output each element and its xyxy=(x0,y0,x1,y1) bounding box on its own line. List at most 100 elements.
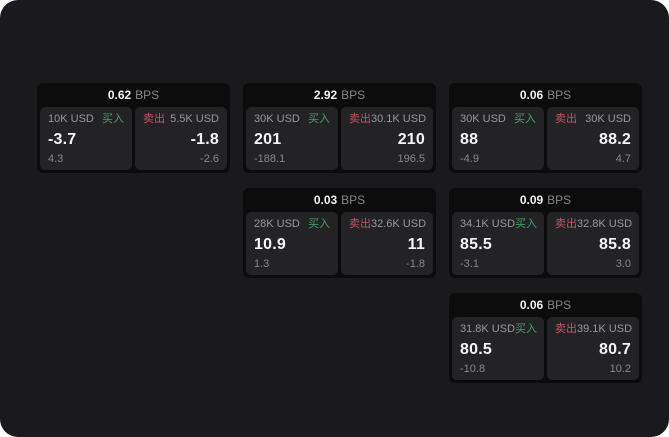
sell-tag: 卖出 xyxy=(555,218,577,230)
sell-value: 80.7 xyxy=(599,340,631,358)
bps-header: 2.92 BPS xyxy=(243,83,436,107)
buy-tag: 买入 xyxy=(515,323,538,335)
buy-sub-value: -4.9 xyxy=(460,153,479,165)
quote-card: 0.06 BPS 31.8K USD 买入 80.5 -10.8 卖出 39.1… xyxy=(449,293,642,383)
bps-header: 0.62 BPS xyxy=(37,83,230,107)
sell-panel[interactable]: 卖出 32.8K USD 85.8 3.0 xyxy=(547,212,639,275)
buy-value: 80.5 xyxy=(460,340,492,358)
sell-sub-value: 4.7 xyxy=(615,153,631,165)
buy-sub-value: 4.3 xyxy=(48,153,64,165)
sell-value: 88.2 xyxy=(599,130,631,148)
buy-tag: 买入 xyxy=(515,218,538,230)
bps-value: 0.03 xyxy=(313,193,338,207)
buy-tag: 买入 xyxy=(102,113,124,125)
buy-value: -3.7 xyxy=(48,130,77,148)
buy-panel[interactable]: 10K USD 买入 -3.7 4.3 xyxy=(40,107,132,170)
bps-header: 0.09 BPS xyxy=(449,188,642,212)
cards-grid: 0.62 BPS 10K USD 买入 -3.7 4.3 卖出 5.5K USD… xyxy=(37,83,642,383)
sell-sub-value: -2.6 xyxy=(200,153,219,165)
buy-panel-top: 30K USD 买入 xyxy=(460,114,536,125)
bps-unit: BPS xyxy=(547,298,572,312)
sell-value: 210 xyxy=(397,130,425,148)
buy-size: 28K USD xyxy=(254,218,300,230)
buy-panel-top: 31.8K USD 买入 xyxy=(460,323,538,335)
sell-panel-top: 卖出 5.5K USD xyxy=(143,114,219,125)
bps-value: 0.06 xyxy=(519,88,544,102)
bps-unit: BPS xyxy=(547,88,572,102)
buy-value: 85.5 xyxy=(460,235,492,253)
sell-panel-top: 卖出 32.6K USD xyxy=(349,218,427,230)
buy-sub-value: -188.1 xyxy=(254,153,286,165)
buy-size: 31.8K USD xyxy=(460,323,516,335)
buy-panel-top: 34.1K USD 买入 xyxy=(460,218,538,230)
panels: 34.1K USD 买入 85.5 -3.1 卖出 32.8K USD 85.8… xyxy=(449,212,642,278)
sell-tag: 卖出 xyxy=(349,113,371,125)
bps-unit: BPS xyxy=(135,88,160,102)
sell-panel-top: 卖出 30.1K USD xyxy=(349,113,427,125)
bps-value: 0.06 xyxy=(519,298,544,312)
sell-size: 30K USD xyxy=(585,113,631,125)
buy-sub-value: 1.3 xyxy=(254,258,270,270)
quote-card: 0.03 BPS 28K USD 买入 10.9 1.3 卖出 32.6K US… xyxy=(243,188,436,278)
panels: 10K USD 买入 -3.7 4.3 卖出 5.5K USD -1.8 -2.… xyxy=(37,107,230,173)
panels: 31.8K USD 买入 80.5 -10.8 卖出 39.1K USD 80.… xyxy=(449,317,642,383)
quote-card: 2.92 BPS 30K USD 买入 201 -188.1 卖出 30.1K … xyxy=(243,83,436,173)
sell-tag: 卖出 xyxy=(349,218,371,230)
quote-card: 0.62 BPS 10K USD 买入 -3.7 4.3 卖出 5.5K USD… xyxy=(37,83,230,173)
sell-size: 39.1K USD xyxy=(577,323,633,335)
sell-size: 32.8K USD xyxy=(577,218,633,230)
quote-card: 0.09 BPS 34.1K USD 买入 85.5 -3.1 卖出 32.8K… xyxy=(449,188,642,278)
buy-size: 30K USD xyxy=(254,113,300,125)
sell-size: 30.1K USD xyxy=(371,113,427,125)
quote-card: 0.06 BPS 30K USD 买入 88 -4.9 卖出 30K USD 8… xyxy=(449,83,642,173)
panels: 30K USD 买入 88 -4.9 卖出 30K USD 88.2 4.7 xyxy=(449,107,642,173)
sell-panel[interactable]: 卖出 5.5K USD -1.8 -2.6 xyxy=(135,107,227,170)
sell-panel[interactable]: 卖出 30.1K USD 210 196.5 xyxy=(341,107,433,170)
sell-size: 5.5K USD xyxy=(170,113,219,125)
bps-unit: BPS xyxy=(547,193,572,207)
buy-tag: 买入 xyxy=(514,113,536,125)
bps-value: 2.92 xyxy=(313,88,338,102)
sell-sub-value: 3.0 xyxy=(615,258,631,270)
sell-sub-value: 10.2 xyxy=(609,363,631,375)
panels: 30K USD 买入 201 -188.1 卖出 30.1K USD 210 1… xyxy=(243,107,436,173)
sell-panel-top: 卖出 32.8K USD xyxy=(555,218,633,230)
buy-size: 10K USD xyxy=(48,113,94,125)
sell-value: 85.8 xyxy=(599,235,631,253)
sell-panel-top: 卖出 30K USD xyxy=(555,114,631,125)
buy-panel[interactable]: 28K USD 买入 10.9 1.3 xyxy=(246,212,338,275)
sell-tag: 卖出 xyxy=(555,113,577,125)
buy-panel[interactable]: 30K USD 买入 201 -188.1 xyxy=(246,107,338,170)
buy-panel[interactable]: 34.1K USD 买入 85.5 -3.1 xyxy=(452,212,544,275)
bps-header: 0.06 BPS xyxy=(449,83,642,107)
buy-value: 201 xyxy=(254,130,282,148)
sell-panel-top: 卖出 39.1K USD xyxy=(555,323,633,335)
bps-header: 0.03 BPS xyxy=(243,188,436,212)
bps-header: 0.06 BPS xyxy=(449,293,642,317)
buy-sub-value: -3.1 xyxy=(460,258,479,270)
sell-size: 32.6K USD xyxy=(371,218,427,230)
buy-panel-top: 10K USD 买入 xyxy=(48,114,124,125)
buy-tag: 买入 xyxy=(308,113,330,125)
buy-panel-top: 28K USD 买入 xyxy=(254,219,330,230)
buy-size: 34.1K USD xyxy=(460,218,516,230)
buy-value: 88 xyxy=(460,130,479,148)
buy-size: 30K USD xyxy=(460,113,506,125)
buy-sub-value: -10.8 xyxy=(460,363,486,375)
bps-value: 0.62 xyxy=(107,88,132,102)
sell-value: -1.8 xyxy=(190,130,219,148)
buy-tag: 买入 xyxy=(308,218,330,230)
sell-value: 11 xyxy=(407,235,425,253)
sell-panel[interactable]: 卖出 30K USD 88.2 4.7 xyxy=(547,107,639,170)
bps-unit: BPS xyxy=(341,193,366,207)
sell-panel[interactable]: 卖出 32.6K USD 11 -1.8 xyxy=(341,212,433,275)
buy-panel-top: 30K USD 买入 xyxy=(254,114,330,125)
sell-panel[interactable]: 卖出 39.1K USD 80.7 10.2 xyxy=(547,317,639,380)
buy-panel[interactable]: 30K USD 买入 88 -4.9 xyxy=(452,107,544,170)
sell-tag: 卖出 xyxy=(555,323,577,335)
bps-value: 0.09 xyxy=(519,193,544,207)
buy-panel[interactable]: 31.8K USD 买入 80.5 -10.8 xyxy=(452,317,544,380)
bps-unit: BPS xyxy=(341,88,366,102)
panels: 28K USD 买入 10.9 1.3 卖出 32.6K USD 11 -1.8 xyxy=(243,212,436,278)
